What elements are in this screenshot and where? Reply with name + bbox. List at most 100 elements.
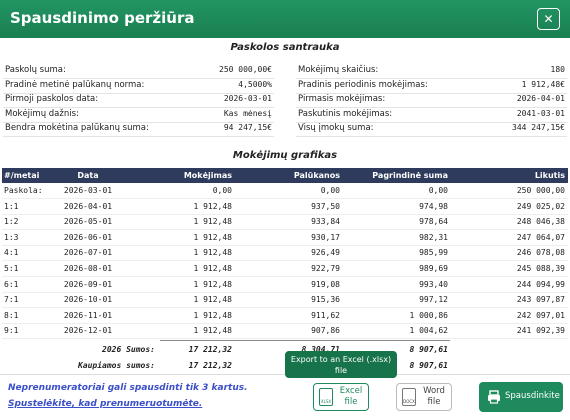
summary-label: Visų įmokų suma: xyxy=(298,123,374,133)
table-cell: 246 078,08 xyxy=(516,248,565,258)
word-button[interactable]: DOCX Word file xyxy=(396,383,452,411)
table-cell: 907,86 xyxy=(311,326,340,336)
table-cell: 1 912,48 xyxy=(193,279,232,289)
table-cell: 245 088,39 xyxy=(516,264,565,273)
row-divider xyxy=(296,121,567,123)
summary-value: 250 000,00€ xyxy=(219,65,272,74)
summary-label: Pradinė metinė palūkanų norma: xyxy=(5,79,145,90)
table-cell: 243 097,87 xyxy=(516,295,565,305)
table-cell: Paskola: xyxy=(4,186,43,195)
sum-value: 8 304,71 xyxy=(301,345,340,354)
summary-label: Paskutinis mokėjimas: xyxy=(298,108,393,119)
table-cell: 1 912,48 xyxy=(193,201,232,211)
table-cell: 0,00 xyxy=(428,186,448,195)
header-bar xyxy=(0,0,570,38)
summary-value: 4,5000% xyxy=(238,79,272,89)
sum-value: 8 907,61 xyxy=(409,360,448,370)
row-divider xyxy=(3,107,274,108)
row-divider xyxy=(3,121,274,123)
table-cell: 1 912,48 xyxy=(193,264,232,273)
row-divider xyxy=(296,107,567,108)
summary-value: 2026-04-01 xyxy=(516,94,565,103)
summary-label: Mokėjimų dažnis: xyxy=(5,108,79,119)
table-cell: 248 046,38 xyxy=(516,217,565,227)
table-cell: 1:2 xyxy=(4,217,19,227)
table-cell: 244 094,99 xyxy=(516,279,565,289)
word-icon: DOCX xyxy=(402,388,416,406)
notice: Neprenumeratoriai gali spausdinti tik 3 … xyxy=(8,383,248,393)
row-divider xyxy=(2,229,568,231)
table-cell: 0,00 xyxy=(320,186,340,195)
column-header: Pagrindinė suma xyxy=(372,171,448,180)
sum-divider xyxy=(160,340,450,341)
table-cell: 2026-08-01 xyxy=(63,264,113,273)
summary-value: 180 xyxy=(550,65,565,74)
table-cell: 5:1 xyxy=(4,264,19,273)
table-cell: 9:1 xyxy=(4,326,19,336)
summary-value: 344 247,15€ xyxy=(512,123,565,132)
row-divider xyxy=(3,92,274,94)
table-cell: 930,17 xyxy=(311,232,340,242)
close-button[interactable]: ✕ xyxy=(537,8,560,30)
table-cell: 0,00 xyxy=(212,186,232,195)
table-cell: 2026-04-01 xyxy=(63,201,113,211)
row-divider xyxy=(2,260,568,262)
summary-label: Pradinis periodinis mokėjimas: xyxy=(298,79,428,90)
table-cell: 922,79 xyxy=(311,264,340,273)
row-divider xyxy=(296,92,567,94)
table-cell: 2026-03-01 xyxy=(63,186,113,195)
row-divider xyxy=(2,276,568,277)
row-divider xyxy=(296,78,567,79)
table-cell: 242 097,01 xyxy=(516,310,565,320)
tooltip: Export to an Excel (.xlsx) file xyxy=(285,351,397,378)
row-divider xyxy=(2,244,568,246)
table-cell: 1 000,86 xyxy=(409,310,448,320)
word-label: Word file xyxy=(423,386,445,407)
table-cell: 937,50 xyxy=(311,201,340,211)
column-header: #/metai xyxy=(4,171,40,180)
sum-value: 8 907,61 xyxy=(409,345,448,354)
table-cell: 915,36 xyxy=(311,295,340,305)
sum-value: 17 212,32 xyxy=(188,360,232,370)
row-divider xyxy=(2,291,568,293)
column-header: Data xyxy=(77,171,99,180)
table-cell: 1:1 xyxy=(4,201,19,211)
table-cell: 1 912,48 xyxy=(193,248,232,258)
table-cell: 1 912,48 xyxy=(193,295,232,305)
table-cell: 1 004,62 xyxy=(409,326,448,336)
printer-icon xyxy=(488,390,500,404)
table-cell: 985,99 xyxy=(419,248,448,258)
table-cell: 247 064,07 xyxy=(516,232,565,242)
table-cell: 982,31 xyxy=(419,232,448,242)
schedule-title: Mokėjimų grafikas xyxy=(232,150,338,161)
table-cell: 978,64 xyxy=(419,217,448,227)
column-header: Palūkanos xyxy=(293,171,340,180)
table-cell: 2026-12-01 xyxy=(63,326,113,336)
table-cell: 1 912,48 xyxy=(193,310,232,320)
table-cell: 919,08 xyxy=(311,279,340,289)
excel-button[interactable]: XLSX Excel file xyxy=(313,383,369,411)
table-cell: 997,12 xyxy=(419,295,448,305)
sum-label: 2026 Sumos: xyxy=(102,345,155,354)
print-label: Spausdinkite xyxy=(505,391,560,401)
row-divider xyxy=(3,78,274,79)
table-cell: 2026-06-01 xyxy=(63,232,113,242)
summary-value: Kas mėnesį xyxy=(223,108,272,118)
table-cell: 2026-07-01 xyxy=(63,248,113,258)
row-divider xyxy=(2,322,568,324)
summary-label: Mokėjimų skaičius: xyxy=(298,65,379,75)
table-cell: 2026-10-01 xyxy=(63,295,113,305)
print-button[interactable]: Spausdinkite xyxy=(479,382,563,412)
table-cell: 926,49 xyxy=(311,248,340,258)
table-cell: 911,62 xyxy=(311,310,340,320)
footer xyxy=(0,374,570,420)
column-header: Mokėjimas xyxy=(183,171,232,180)
table-cell: 993,40 xyxy=(419,279,448,289)
sum-label: Kaupiamos sumos: xyxy=(77,360,155,370)
summary-value: 2041-03-01 xyxy=(516,108,565,118)
table-cell: 1 912,48 xyxy=(193,326,232,336)
subscribe-link[interactable]: Spustelėkite, kad prenumeruotumėte. xyxy=(8,399,203,409)
row-divider xyxy=(2,307,568,309)
sum-value: 17 212,32 xyxy=(188,345,232,354)
